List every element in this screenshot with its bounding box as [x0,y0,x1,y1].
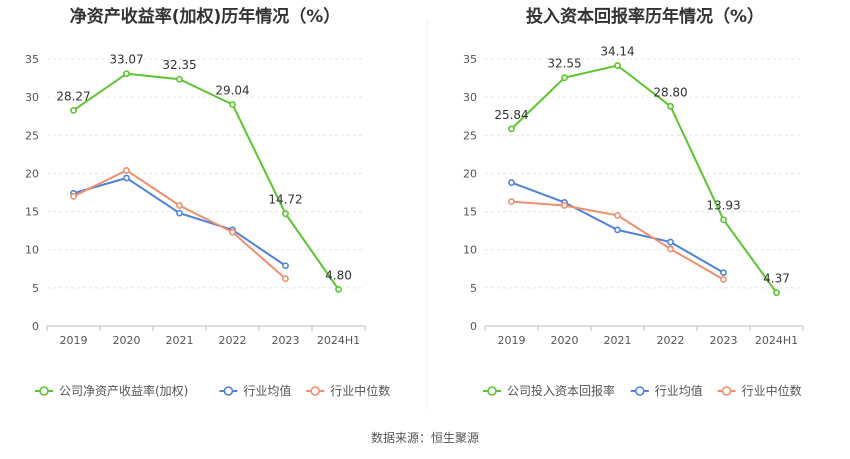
data-label: 32.55 [547,57,581,71]
data-point-company [561,74,568,82]
data-point-company [176,75,183,83]
y-tick-label: 5 [32,282,39,295]
data-point-industry_median [229,228,236,236]
y-tick-label: 15 [463,206,477,219]
legend-item-industry_avg: 行业均值 [630,383,703,398]
legend-marker-icon [721,386,732,396]
chart-title: 净资产收益率(加权)历年情况（%） [70,6,341,27]
source-note: 数据来源：恒生聚源 [371,430,479,445]
y-tick-label: 35 [25,53,39,66]
y-tick-label: 0 [470,320,477,333]
data-point-industry_median [508,198,515,206]
data-point-industry_avg [282,262,289,270]
data-point-industry_median [614,211,621,219]
legend-label: 行业均值 [655,383,703,398]
y-tick-label: 25 [25,129,39,142]
x-tick-label: 2021 [604,334,632,347]
y-tick-label: 30 [25,91,39,104]
x-tick-label: 2019 [498,334,526,347]
x-tick-label: 2024H1 [317,334,360,347]
legend-marker-icon [39,386,49,396]
data-point-company [335,285,342,293]
data-point-industry_avg [614,226,621,234]
legend-label: 行业均值 [243,383,291,398]
data-point-industry_median [561,202,568,209]
data-point-industry_median [123,166,130,174]
x-tick-label: 2023 [272,334,300,347]
data-label: 14.72 [268,193,302,207]
x-tick-label: 2020 [113,334,141,347]
data-point-company [70,106,77,114]
legend-label: 公司净资产收益率(加权) [59,383,188,398]
series-line-industry_median [73,169,287,280]
data-point-industry_median [282,275,289,283]
y-tick-label: 5 [470,282,477,295]
chart-panel-roe: 净资产收益率(加权)历年情况（%） 0 5 10 15 20 25 30 35 2019 2020 2… [25,6,390,398]
data-point-industry_avg [123,174,130,182]
x-tick-label: 2021 [166,334,194,347]
y-tick-label: 20 [463,167,477,180]
series-line-industry_avg [73,176,287,267]
data-label: 28.80 [653,85,687,99]
data-label: 32.35 [162,58,196,72]
data-point-company [667,102,674,110]
legend-label: 行业中位数 [330,383,390,398]
legend-item-company: 公司投入资本回报率 [483,383,615,398]
x-tick-label: 2024H1 [755,334,798,347]
data-label: 4.80 [325,268,352,282]
y-tick-label: 35 [463,53,477,66]
data-point-industry_median [176,202,183,209]
data-point-company [773,289,780,297]
chart-title: 投入资本回报率历年情况（%） [526,6,764,27]
legend-marker-icon [223,386,234,396]
series-line-company [72,72,340,290]
x-tick-label: 2022 [219,334,247,347]
data-point-company [508,125,515,133]
y-tick-label: 10 [463,244,477,257]
data-point-company [720,216,727,224]
data-label: 28.27 [56,89,90,103]
data-point-industry_avg [667,238,674,246]
y-tick-label: 25 [463,129,477,142]
x-tick-label: 2020 [551,334,579,347]
data-point-company [282,210,289,218]
data-point-industry_median [667,245,674,253]
y-tick-label: 15 [25,206,39,219]
legend-label: 行业中位数 [742,383,802,398]
data-point-company [614,62,621,69]
data-point-industry_median [70,192,77,200]
data-label: 25.84 [494,108,528,122]
data-point-industry_median [720,276,727,283]
data-point-company [123,70,130,78]
legend-item-industry_median: 行业中位数 [306,383,390,398]
y-tick-label: 30 [463,91,477,104]
data-label: 4.37 [763,272,790,286]
y-tick-label: 10 [25,244,39,257]
x-tick-label: 2022 [657,334,685,347]
data-label: 29.04 [215,83,249,97]
legend-item-company: 公司净资产收益率(加权) [35,383,188,398]
legend-marker-icon [634,386,645,396]
data-point-company [229,101,236,108]
data-point-industry_avg [720,269,727,276]
data-label: 13.93 [706,199,740,213]
data-point-industry_avg [176,209,183,217]
chart-panel-roic: 投入资本回报率历年情况（%） 0 5 10 15 20 25 30 35 2019 2020 2021… [463,6,804,398]
legend-item-industry_avg: 行业均值 [219,383,291,398]
series-line-company [510,64,778,294]
y-tick-label: 20 [25,167,39,180]
data-label: 33.07 [109,53,143,67]
data-point-industry_avg [508,179,515,186]
legend-item-industry_median: 行业中位数 [717,383,802,398]
legend-label: 公司投入资本回报率 [507,383,615,398]
x-tick-label: 2019 [60,334,88,347]
data-label: 34.14 [600,45,634,59]
legend-marker-icon [487,386,497,396]
y-tick-label: 0 [32,320,39,333]
legend-marker-icon [310,386,321,396]
x-tick-label: 2023 [710,334,738,347]
